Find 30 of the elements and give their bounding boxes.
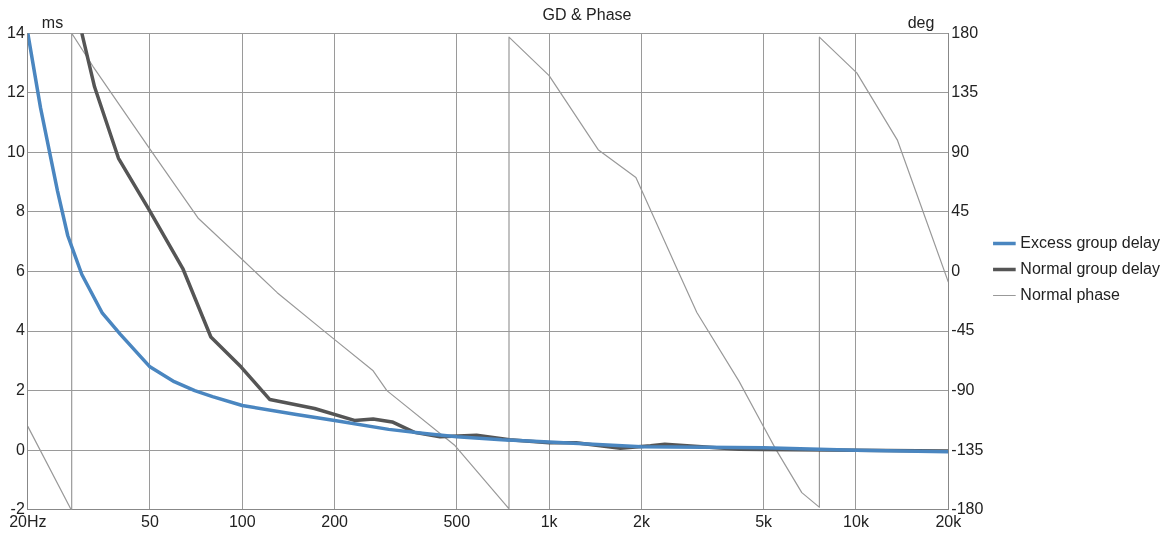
chart-title: GD & Phase: [542, 6, 632, 24]
y2-tick-label: 135: [951, 83, 979, 101]
x-tick-label: 2k: [633, 512, 651, 530]
legend-label: Normal phase: [1020, 285, 1121, 303]
y-tick-label: 14: [7, 23, 25, 41]
y-tick-label: 0: [15, 440, 25, 458]
y-tick-label: 12: [7, 83, 25, 101]
y-tick-label: 6: [15, 261, 25, 279]
y2-tick-label: -135: [951, 440, 984, 458]
y-tick-label: 8: [15, 202, 25, 220]
y2-tick-label: 180: [951, 23, 979, 41]
y2-tick-label: 90: [951, 142, 970, 160]
x-tick-label: 50: [141, 512, 159, 530]
x-tick-label: 200: [321, 512, 349, 530]
x-tick-label: 5k: [755, 512, 774, 530]
y2-tick-label: -90: [951, 381, 975, 399]
y2-tick-label: -45: [951, 321, 975, 339]
y-tick-label: 10: [7, 142, 25, 160]
y2-tick-label: 45: [951, 202, 970, 220]
x-tick-label: 500: [443, 512, 471, 530]
y-axis-title: ms: [41, 13, 64, 31]
legend-label: Excess group delay: [1020, 233, 1161, 251]
x-tick-label: 10k: [843, 512, 870, 530]
x-tick-label: 1k: [540, 512, 559, 530]
legend-label: Normal group delay: [1020, 259, 1160, 277]
y-tick-label: 2: [15, 381, 25, 399]
y2-axis-title: deg: [907, 13, 935, 31]
x-tick-label: 100: [228, 512, 256, 530]
y2-tick-label: 0: [951, 261, 961, 279]
y-tick-label: 4: [15, 321, 25, 339]
